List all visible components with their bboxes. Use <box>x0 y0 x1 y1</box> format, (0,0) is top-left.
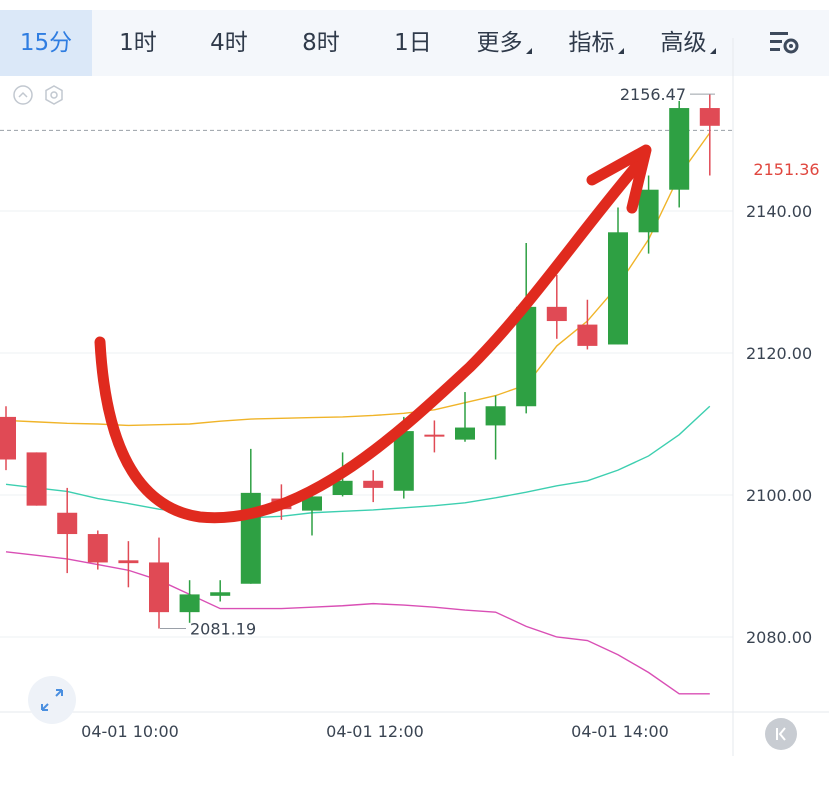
x-tick-label: 04-01 12:00 <box>326 722 424 741</box>
candle-body <box>332 480 353 495</box>
candle-body <box>455 427 475 440</box>
tab-5[interactable]: 更多 <box>458 10 550 76</box>
trend-arrow-annotation <box>94 156 646 524</box>
tab-label: 8时 <box>302 30 340 56</box>
candle-body <box>699 108 720 126</box>
current-price-label: 2151.36 <box>744 158 829 182</box>
candle-body <box>0 416 16 460</box>
candle-body <box>26 452 47 506</box>
candle-body <box>210 592 231 596</box>
candle-body <box>118 560 139 564</box>
candle-body <box>424 434 445 437</box>
tab-label: 15分 <box>19 30 73 56</box>
x-tick-label: 04-01 14:00 <box>571 722 669 741</box>
candle-body <box>485 406 506 426</box>
high-price-label: 2156.47 <box>620 85 686 104</box>
candle-body <box>577 324 598 346</box>
tab-label: 4时 <box>210 30 248 56</box>
scroll-to-latest-button[interactable] <box>765 718 797 750</box>
ma-yellow-line <box>5 132 711 427</box>
tab-7[interactable]: 高级 <box>642 10 734 76</box>
dropdown-caret-icon <box>525 48 532 54</box>
tab-0[interactable]: 15分 <box>0 10 92 76</box>
expand-icon <box>41 689 63 711</box>
timeframe-toolbar <box>0 10 829 76</box>
tab-2[interactable]: 4时 <box>183 10 275 76</box>
tab-1[interactable]: 1时 <box>92 10 184 76</box>
candle-body <box>669 108 690 190</box>
y-tick-label: 2080.00 <box>746 628 812 647</box>
tab-label: 1时 <box>119 30 157 56</box>
y-tick-label: 2120.00 <box>746 344 812 363</box>
tab-4[interactable]: 1日 <box>367 10 459 76</box>
tab-label: 指标 <box>568 30 615 56</box>
tab-label: 高级 <box>660 30 707 56</box>
expand-chart-button[interactable] <box>28 676 76 724</box>
x-tick-label: 04-01 10:00 <box>81 722 179 741</box>
y-tick-label: 2100.00 <box>746 486 812 505</box>
chart-settings-icon[interactable] <box>768 28 800 58</box>
candle-body <box>57 512 78 535</box>
dropdown-caret-icon <box>617 48 624 54</box>
tab-6[interactable]: 指标 <box>550 10 642 76</box>
candle-body <box>516 306 537 407</box>
tab-label: 更多 <box>476 30 523 56</box>
candle-body <box>546 306 567 322</box>
tab-label: 1日 <box>394 30 432 56</box>
collapse-indicator-icon[interactable] <box>12 84 34 106</box>
candle-body <box>638 189 659 233</box>
candle-body <box>302 496 322 511</box>
arrow-head-icon <box>586 144 652 214</box>
ma-pink-line <box>5 551 710 695</box>
candle-body <box>87 534 108 563</box>
ma-teal-line <box>5 405 711 519</box>
dropdown-caret-icon <box>709 48 716 54</box>
tab-3[interactable]: 8时 <box>275 10 367 76</box>
jump-to-end-icon <box>776 727 786 741</box>
candle-body <box>393 431 414 491</box>
candle-body <box>608 232 628 345</box>
candle-body <box>363 480 384 488</box>
y-tick-label: 2140.00 <box>746 202 812 221</box>
candle-body <box>149 562 169 613</box>
indicator-settings-icon[interactable] <box>43 84 65 106</box>
low-price-label: 2081.19 <box>190 620 256 639</box>
candle-body <box>179 594 200 613</box>
